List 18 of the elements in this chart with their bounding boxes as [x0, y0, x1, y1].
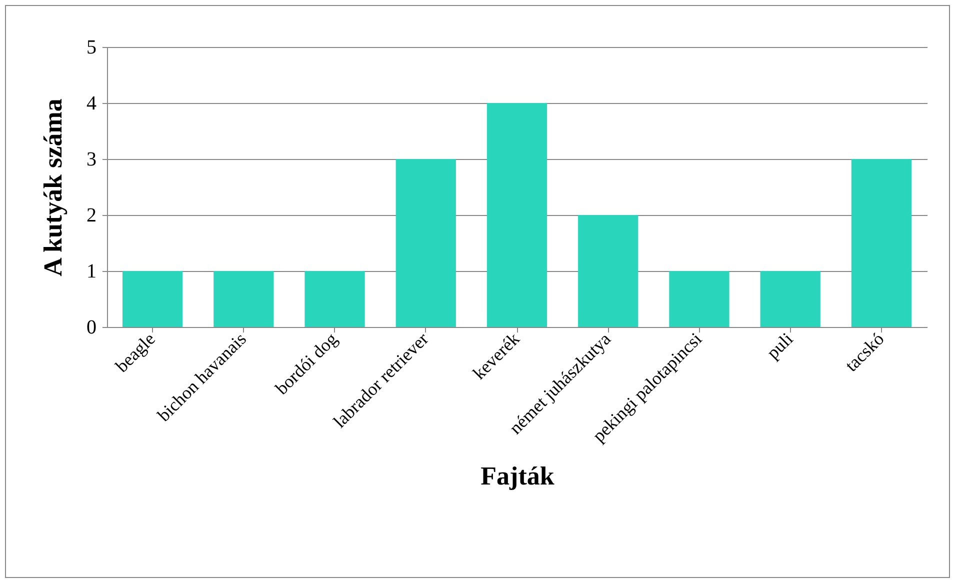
bar: [851, 159, 912, 327]
bar: [760, 271, 820, 327]
bar: [396, 159, 456, 327]
y-tick-label: 3: [86, 148, 96, 170]
bar: [669, 271, 730, 327]
x-tick-label: puli: [762, 328, 797, 363]
y-tick-label: 5: [86, 36, 96, 58]
y-axis-title: A kutyák száma: [38, 98, 68, 276]
y-tick-label: 2: [86, 204, 96, 226]
bar: [214, 271, 274, 327]
y-tick-label: 0: [86, 316, 96, 338]
bar: [486, 103, 548, 327]
bar: [122, 271, 183, 327]
x-axis-title: Fajták: [480, 462, 555, 491]
bar: [304, 271, 365, 327]
y-tick-label: 4: [86, 92, 96, 114]
y-tick-label: 1: [86, 260, 96, 282]
bar: [578, 215, 638, 327]
